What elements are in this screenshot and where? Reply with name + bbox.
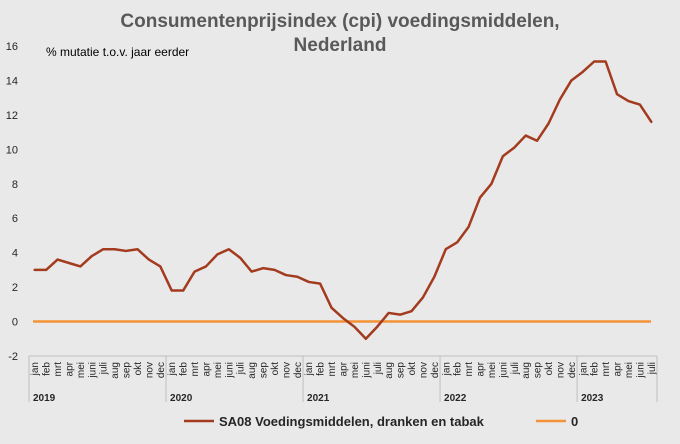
x-tick-label: apr	[476, 361, 487, 376]
x-tick-label: jan	[167, 362, 178, 376]
y-tick-label: 6	[12, 213, 18, 225]
x-tick-label: juni	[498, 362, 509, 379]
x-tick-label: feb	[179, 362, 190, 376]
legend-label-sa08: SA08 Voedingsmiddelen, dranken en tabak	[219, 414, 485, 429]
x-tick-label: juni	[635, 362, 646, 379]
y-tick-label: 2	[12, 282, 18, 294]
y-tick-label: 0	[12, 317, 18, 329]
x-tick-label: mei	[213, 362, 224, 378]
chart-title-line-1: Consumentenprijsindex (cpi) voedingsmidd…	[120, 11, 559, 32]
x-tick-label: feb	[453, 362, 464, 376]
x-tick-label: mrt	[327, 362, 338, 377]
x-tick-label: mrt	[53, 362, 64, 377]
x-tick-label: juli	[373, 362, 384, 375]
x-tick-label: okt	[133, 362, 144, 376]
x-tick-label: sep	[259, 362, 270, 379]
y-tick-label: 4	[12, 248, 18, 260]
y-tick-label: 14	[6, 75, 18, 87]
x-tick-label: nov	[144, 362, 155, 378]
x-tick-label: jan	[304, 362, 315, 376]
x-tick-label: juli	[647, 362, 658, 375]
x-tick-label: okt	[270, 362, 281, 376]
x-tick-label: mrt	[464, 362, 475, 377]
x-tick-label: aug	[247, 362, 258, 379]
x-tick-label: aug	[384, 362, 395, 379]
x-tick-label: juni	[87, 362, 98, 379]
x-tick-label: mei	[624, 362, 635, 378]
x-tick-label: nov	[281, 362, 292, 378]
x-tick-label: okt	[544, 362, 555, 376]
x-tick-label: dec	[567, 362, 578, 378]
y-tick-label: 16	[6, 41, 18, 53]
x-tick-label: feb	[590, 362, 601, 376]
year-label: 2022	[444, 393, 467, 404]
x-tick-label: apr	[613, 361, 624, 376]
x-tick-label: mrt	[601, 362, 612, 377]
series-line-sa08	[33, 60, 653, 341]
x-tick-label: mei	[76, 362, 87, 378]
legend: SA08 Voedingsmiddelen, dranken en tabak 0	[184, 414, 578, 429]
x-tick-label: mrt	[190, 362, 201, 377]
x-tick-label: nov	[555, 362, 566, 378]
x-tick-label: juli	[236, 362, 247, 375]
year-label: 2020	[170, 393, 193, 404]
x-tick-label: feb	[316, 362, 327, 376]
x-tick-label: jan	[30, 362, 41, 376]
x-tick-label: okt	[407, 362, 418, 376]
legend-label-zero: 0	[571, 414, 578, 429]
x-tick-label: dec	[156, 362, 167, 378]
x-tick-label: feb	[42, 362, 53, 376]
x-tick-label: nov	[418, 362, 429, 378]
x-tick-label: juni	[224, 362, 235, 379]
x-tick-label: sep	[533, 362, 544, 379]
x-tick-label: sep	[396, 362, 407, 379]
y-axis: -2 0 2 4 6 8 10 12 14 16	[6, 41, 18, 363]
x-axis: jan feb mrt apr mei juni juli aug sep okt nov dec ja…	[28, 355, 658, 404]
y-tick-label: 10	[6, 144, 18, 156]
x-tick-label: mei	[487, 362, 498, 378]
x-tick-label: dec	[293, 362, 304, 378]
x-tick-label: aug	[110, 362, 121, 379]
y-tick-label: -2	[8, 351, 18, 363]
x-tick-label: aug	[521, 362, 532, 379]
x-tick-label: juni	[361, 362, 372, 379]
year-label: 2023	[581, 393, 604, 404]
x-tick-label: juli	[99, 362, 110, 375]
year-label: 2021	[307, 393, 330, 404]
x-tick-label: apr	[64, 361, 75, 376]
x-tick-label: dec	[430, 362, 441, 378]
year-label: 2019	[33, 393, 56, 404]
x-tick-label: sep	[122, 362, 133, 379]
x-tick-label: jan	[578, 362, 589, 376]
x-tick-label: apr	[201, 361, 212, 376]
x-tick-label: juli	[510, 362, 521, 375]
chart-annotation: % mutatie t.o.v. jaar eerder	[46, 45, 189, 59]
x-tick-label: mei	[350, 362, 361, 378]
x-tick-label: apr	[339, 361, 350, 376]
plot-lines	[33, 60, 653, 341]
x-tick-label: jan	[441, 362, 452, 376]
y-tick-label: 12	[6, 110, 18, 122]
y-tick-label: 8	[12, 179, 18, 191]
chart-title-line-2: Nederland	[294, 35, 387, 56]
